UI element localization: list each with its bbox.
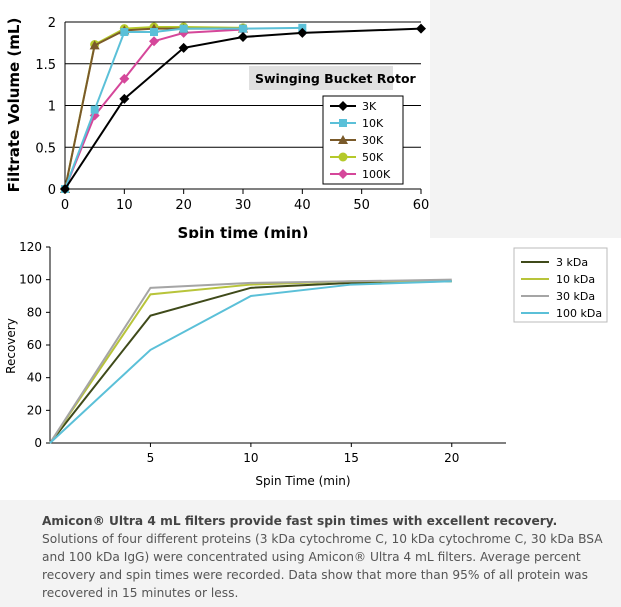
data-point: [60, 184, 70, 194]
legend-item: 10K: [330, 117, 384, 130]
legend-label: 3 kDa: [556, 256, 588, 269]
legend-item: 100 kDa: [521, 307, 602, 320]
legend-item: 3K: [330, 100, 377, 113]
series-line-100-kDa: [49, 280, 452, 444]
legend-label: 100K: [362, 168, 391, 181]
data-point: [297, 27, 308, 38]
data-point: [120, 28, 129, 37]
legend-swatch-marker: [338, 101, 348, 111]
data-point: [90, 105, 99, 114]
legend-swatch-marker: [338, 152, 348, 162]
x-tick-label: 15: [344, 451, 359, 465]
legend-swatch-marker: [338, 135, 348, 144]
y-tick-label: 120: [19, 240, 42, 254]
y-tick-label: 0.5: [35, 141, 56, 156]
legend-item: 30K: [330, 134, 384, 147]
x-tick-label: 40: [294, 198, 311, 213]
y-tick-label: 100: [19, 273, 42, 287]
x-tick-label: 20: [444, 451, 459, 465]
series-line: [64, 27, 422, 190]
data-point: [239, 24, 247, 33]
y-axis-title: Recovery: [4, 318, 18, 374]
data-point: [298, 23, 307, 32]
y-tick-label: 0: [34, 436, 42, 450]
data-point: [89, 40, 100, 50]
legend-item: 100K: [330, 168, 391, 181]
annotation-box: [249, 66, 393, 90]
caption-bold: Amicon® Ultra 4 mL filters provide fast …: [42, 514, 558, 528]
x-tick-label: 10: [116, 198, 133, 213]
legend: 3 kDa 10 kDa 30 kDa 100 kDa: [513, 247, 608, 323]
x-tick-label: 20: [175, 198, 192, 213]
y-tick-label: 1.5: [35, 58, 56, 73]
annotation-text: Swinging Bucket Rotor: [255, 71, 417, 86]
series-line-3-kDa: [49, 280, 452, 444]
legend-label: 100 kDa: [556, 307, 602, 320]
data-point: [416, 23, 426, 34]
x-axis-title: Spin time (min): [177, 224, 308, 240]
series-3K: [60, 23, 426, 194]
figure-caption: Amicon® Ultra 4 mL filters provide fast …: [42, 512, 607, 602]
legend-box: [513, 247, 608, 323]
x-tick-label: 0: [61, 198, 69, 213]
series-10K: [61, 23, 307, 193]
data-point: [150, 28, 158, 37]
data-point: [149, 36, 159, 47]
legend-swatch-marker: [338, 169, 348, 179]
data-point: [238, 32, 248, 43]
y-tick-label: 1: [48, 100, 56, 115]
y-tick-label: 80: [27, 305, 42, 319]
caption-text: Solutions of four different proteins (3 …: [42, 532, 603, 600]
series-line: [64, 28, 244, 190]
legend: 3K 10K 30K 50K 100K: [322, 95, 404, 185]
x-tick-label: 5: [147, 451, 155, 465]
legend-item: 10 kDa: [521, 273, 595, 286]
data-point: [178, 42, 189, 53]
legend-label: 10 kDa: [556, 273, 595, 286]
legend-item: 3 kDa: [521, 256, 588, 269]
legend-label: 30K: [362, 134, 384, 147]
y-axis-title: Filtrate Volume (mL): [5, 18, 23, 193]
legend-item: 50K: [330, 151, 384, 164]
data-point: [119, 73, 130, 84]
y-tick-label: 2: [48, 16, 56, 31]
x-tick-label: 60: [413, 198, 430, 213]
legend-label: 50K: [362, 151, 384, 164]
series-line-30-kDa: [49, 278, 452, 444]
legend-label: 30 kDa: [556, 290, 595, 303]
legend-swatch-marker: [339, 119, 347, 127]
data-point: [119, 93, 130, 104]
x-axis-title: Spin Time (min): [255, 474, 350, 488]
legend-label: 10K: [362, 117, 384, 130]
x-tick-label: 10: [243, 451, 258, 465]
y-tick-label: 60: [27, 338, 42, 352]
x-tick-label: 50: [353, 198, 370, 213]
legend-label: 3K: [362, 100, 377, 113]
data-point: [179, 24, 188, 33]
legend-item: 30 kDa: [521, 290, 595, 303]
y-tick-label: 20: [27, 403, 42, 417]
y-tick-label: 40: [27, 371, 42, 385]
recovery-chart: 0 20 40 60 80 100 120 5 10 15 20 Spin Time (min) Rec…: [0, 238, 621, 500]
y-tick-label: 0: [48, 183, 56, 198]
x-tick-label: 30: [235, 198, 252, 213]
